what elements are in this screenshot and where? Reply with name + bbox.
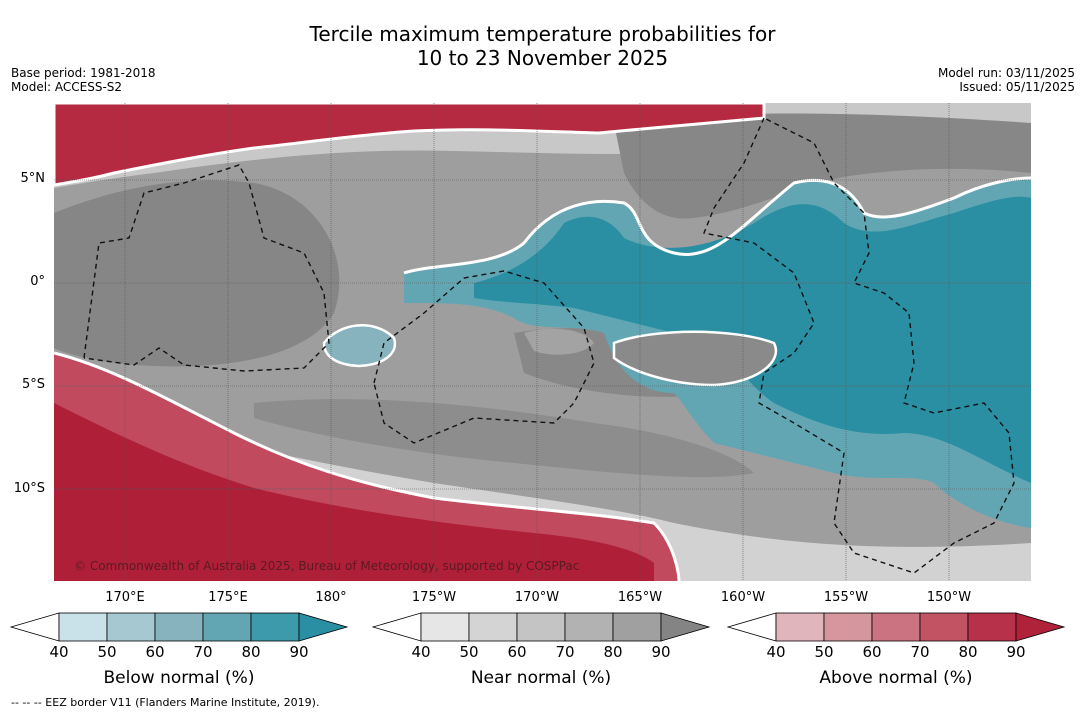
colorbar-above-normal: [726, 612, 1067, 702]
model-run: Model run: 03/11/2025: [937, 66, 1075, 80]
above-colorbar-cell: [775, 612, 825, 642]
lon-label-175W: 175°W: [411, 590, 457, 605]
map-svg: [54, 103, 1031, 581]
lon-label-150W: 150°W: [926, 590, 972, 605]
below-colorbar-cell: [250, 612, 300, 642]
above-tick-80: 80: [958, 643, 978, 661]
below-normal-boundary: [403, 176, 1031, 275]
near-colorbar-cell: [516, 612, 566, 642]
below-colorbar-cell: [58, 612, 108, 642]
issued-date: Issued: 05/11/2025: [959, 80, 1075, 94]
model-name: Model: ACCESS-S2: [11, 80, 123, 94]
lon-label-170W: 170°W: [514, 590, 560, 605]
above-tick-70: 70: [910, 643, 930, 661]
below-tick-50: 50: [97, 643, 117, 661]
near-colorbar-cell: [612, 612, 662, 642]
near-colorbar-extend-low: [371, 612, 422, 642]
meta-right: Model run: 03/11/2025 Issued: 05/11/2025: [938, 66, 1075, 94]
below-tick-70: 70: [193, 643, 213, 661]
dark-grey-northeast: [614, 113, 1031, 219]
eez-borders: [83, 117, 1015, 574]
lat-label-10S: 10°S: [13, 481, 45, 496]
below-tick-80: 80: [241, 643, 261, 661]
near-colorbar-extend-high: [660, 612, 711, 642]
above-colorbar-extend-low: [726, 612, 777, 642]
copyright-notice: © Commonwealth of Australia 2025, Bureau…: [74, 559, 580, 573]
near-tick-40: 40: [411, 643, 431, 661]
title-line-2: 10 to 23 November 2025: [416, 46, 669, 70]
legend-title-near: Near normal (%): [470, 668, 612, 688]
below-colorbar-extend-high: [298, 612, 349, 642]
near-tick-50: 50: [459, 643, 479, 661]
near-tick-90: 90: [651, 643, 671, 661]
above-normal-north-boundary: [54, 103, 766, 187]
near-tick-80: 80: [603, 643, 623, 661]
near-colorbar-cell: [564, 612, 614, 642]
title-line-1: Tercile maximum temperature probabilitie…: [309, 22, 776, 46]
lat-label-5N: 5°N: [20, 171, 46, 186]
lon-label-170E: 170°E: [105, 590, 145, 605]
legend-title-below: Below normal (%): [103, 668, 255, 688]
below-tick-60: 60: [145, 643, 165, 661]
colorbar-below-svg: [9, 612, 349, 642]
near-colorbar-cell: [420, 612, 470, 642]
chart-title: Tercile maximum temperature probabilitie…: [0, 22, 1085, 70]
probability-map: [54, 103, 1031, 581]
near-tick-60: 60: [507, 643, 527, 661]
lon-label-165W: 165°W: [617, 590, 663, 605]
above-normal-north: [54, 103, 764, 185]
lon-label-155W: 155°W: [823, 590, 869, 605]
above-tick-40: 40: [766, 643, 786, 661]
lon-label-180: 180°: [315, 590, 347, 605]
above-normal-south-boundary: [54, 351, 681, 581]
colorbar-above-svg: [726, 612, 1066, 642]
eez-tuvalu-tokelau: [373, 270, 595, 444]
meta-left: Base period: 1981-2018 Model: ACCESS-S2: [11, 66, 156, 94]
lat-label-5S: 5°S: [21, 377, 45, 392]
below-colorbar-cell: [106, 612, 156, 642]
lon-label-160W: 160°W: [720, 590, 766, 605]
below-tick-40: 40: [49, 643, 69, 661]
legend-title-above: Above normal (%): [819, 668, 973, 688]
lon-label-175E: 175°E: [208, 590, 248, 605]
near-tick-70: 70: [555, 643, 575, 661]
below-tick-90: 90: [289, 643, 309, 661]
above-tick-90: 90: [1006, 643, 1026, 661]
above-colorbar-extend-high: [1015, 612, 1066, 642]
near-colorbar-cell: [468, 612, 518, 642]
below-colorbar-cell: [154, 612, 204, 642]
above-normal-south-core: [54, 403, 654, 581]
below-colorbar-extend-low: [9, 612, 60, 642]
above-colorbar-cell: [919, 612, 969, 642]
eez-footnote: -- -- -- EEZ border V11 (Flanders Marine…: [11, 696, 320, 709]
above-colorbar-cell: [871, 612, 921, 642]
below-normal-small-patch: [322, 324, 397, 368]
lat-label-0: 0°: [30, 274, 45, 289]
colorbar-below-normal: [9, 612, 350, 702]
grey-patch-in-teal: [612, 330, 778, 387]
above-colorbar-cell: [967, 612, 1017, 642]
dark-grey-south: [254, 399, 754, 478]
base-period: Base period: 1981-2018: [11, 66, 156, 80]
colorbar-near-svg: [371, 612, 711, 642]
dark-grey-west: [54, 180, 340, 367]
grey-patch-small: [524, 328, 594, 355]
eez-line-islands: [703, 117, 1015, 574]
below-colorbar-cell: [202, 612, 252, 642]
above-tick-50: 50: [814, 643, 834, 661]
colorbar-near-normal: [371, 612, 712, 702]
above-tick-60: 60: [862, 643, 882, 661]
above-colorbar-cell: [823, 612, 873, 642]
